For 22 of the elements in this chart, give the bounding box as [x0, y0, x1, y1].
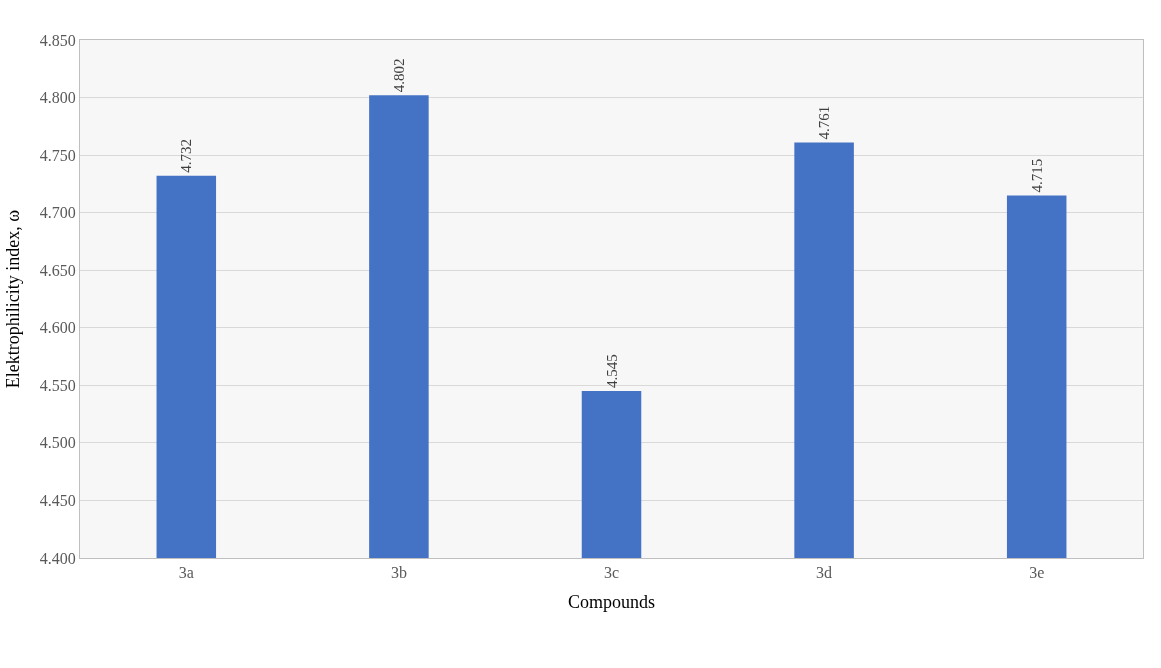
- data-label: 4.761: [816, 105, 833, 140]
- data-label: 4.802: [390, 58, 407, 93]
- y-tick-label: 4.750: [39, 146, 76, 164]
- y-tick-label: 4.700: [39, 204, 76, 222]
- data-label: 4.715: [1028, 158, 1045, 193]
- y-tick-label: 4.450: [39, 492, 76, 510]
- x-tick-label: 3a: [178, 564, 194, 582]
- y-tick-label: 4.500: [39, 434, 76, 452]
- y-tick-label: 4.800: [39, 89, 76, 107]
- x-tick-label: 3d: [816, 564, 833, 582]
- x-tick-label: 3b: [390, 564, 407, 582]
- data-label: 4.732: [178, 139, 195, 173]
- y-tick-label: 4.600: [39, 319, 76, 337]
- x-tick-label: 3e: [1029, 564, 1045, 582]
- y-tick-label: 4.850: [39, 31, 76, 49]
- x-tick-label: 3c: [603, 564, 620, 582]
- y-tick-label: 4.550: [39, 376, 76, 394]
- y-tick-label: 4.400: [39, 549, 76, 567]
- data-label: 4.545: [603, 354, 620, 389]
- y-axis-title: Elektrophilicity index, ω: [3, 209, 23, 389]
- x-axis-title: Compounds: [567, 592, 656, 613]
- y-tick-label: 4.650: [39, 261, 76, 279]
